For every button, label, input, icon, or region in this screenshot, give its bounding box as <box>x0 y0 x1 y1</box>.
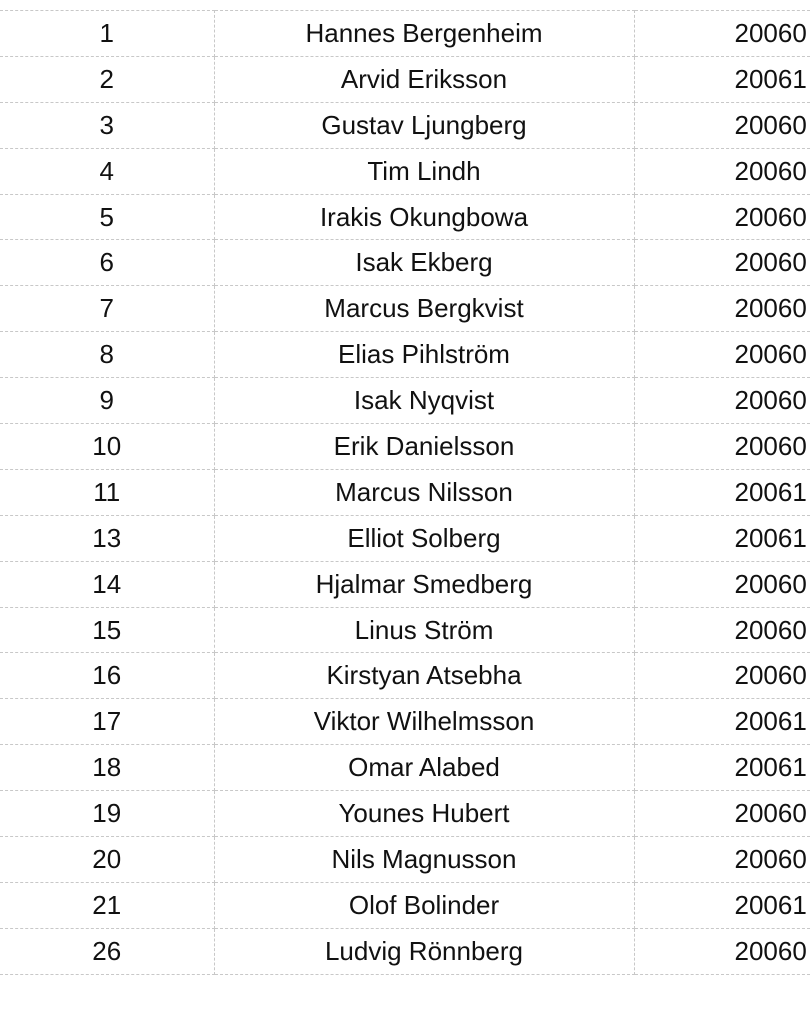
name-cell: Irakis Okungbowa <box>214 194 635 241</box>
table-row: 26 Ludvig Rönnberg 20060 <box>0 928 810 975</box>
date-cell: 20060 <box>634 607 810 654</box>
table-row: 9 Isak Nyqvist 20060 <box>0 377 810 425</box>
table-row: 10 Erik Danielsson 20060 <box>0 423 810 470</box>
number-cell: 10 <box>0 423 215 470</box>
date-cell: 20060 <box>634 561 810 608</box>
table-row: 2 Arvid Eriksson 20061 <box>0 56 810 103</box>
name-cell: Elliot Solberg <box>214 515 635 562</box>
date-cell: 20060 <box>634 194 810 241</box>
number-cell: 17 <box>0 698 215 746</box>
date-cell: 20061 <box>634 882 810 929</box>
table-row: 4 Tim Lindh 20060 <box>0 148 810 195</box>
name-cell: Marcus Nilsson <box>214 469 635 516</box>
number-cell: 5 <box>0 194 215 241</box>
number-cell: 13 <box>0 515 215 562</box>
name-cell: Linus Ström <box>214 607 635 654</box>
date-cell: 20060 <box>634 652 810 700</box>
number-cell: 2 <box>0 56 215 103</box>
name-cell: Gustav Ljungberg <box>214 102 635 149</box>
date-cell: 20060 <box>634 377 810 425</box>
date-cell: 20061 <box>634 744 810 792</box>
date-cell: 20060 <box>634 10 810 57</box>
name-cell: Viktor Wilhelmsson <box>214 698 635 746</box>
number-cell: 21 <box>0 882 215 929</box>
name-cell: Marcus Bergkvist <box>214 285 635 333</box>
table-row: 19 Younes Hubert 20060 <box>0 790 810 838</box>
number-cell: 20 <box>0 836 215 883</box>
table-row: 15 Linus Ström 20060 <box>0 607 810 654</box>
date-cell: 20060 <box>634 148 810 195</box>
number-cell: 8 <box>0 331 215 379</box>
number-cell: 7 <box>0 285 215 333</box>
date-cell: 20060 <box>634 331 810 379</box>
date-cell: 20061 <box>634 515 810 562</box>
roster-table: 1 Hannes Bergenheim 20060 2 Arvid Eriksson 20… <box>0 10 810 975</box>
number-cell: 26 <box>0 928 215 975</box>
table-row: 18 Omar Alabed 20061 <box>0 744 810 792</box>
name-cell: Elias Pihlström <box>214 331 635 379</box>
number-cell: 9 <box>0 377 215 425</box>
number-cell: 14 <box>0 561 215 608</box>
table-row: 17 Viktor Wilhelmsson 20061 <box>0 698 810 746</box>
table-row: 13 Elliot Solberg 20061 <box>0 515 810 562</box>
number-cell: 11 <box>0 469 215 516</box>
name-cell: Isak Ekberg <box>214 239 635 287</box>
table-row: 21 Olof Bolinder 20061 <box>0 882 810 929</box>
table-row: 8 Elias Pihlström 20060 <box>0 331 810 379</box>
date-cell: 20060 <box>634 102 810 149</box>
table-row: 11 Marcus Nilsson 20061 <box>0 469 810 516</box>
name-cell: Omar Alabed <box>214 744 635 792</box>
name-cell: Olof Bolinder <box>214 882 635 929</box>
table-row: 6 Isak Ekberg 20060 <box>0 239 810 287</box>
date-cell: 20061 <box>634 56 810 103</box>
table-row: 16 Kirstyan Atsebha 20060 <box>0 652 810 700</box>
number-cell: 18 <box>0 744 215 792</box>
table-row: 1 Hannes Bergenheim 20060 <box>0 10 810 57</box>
table-row: 14 Hjalmar Smedberg 20060 <box>0 561 810 608</box>
name-cell: Arvid Eriksson <box>214 56 635 103</box>
number-cell: 19 <box>0 790 215 838</box>
name-cell: Ludvig Rönnberg <box>214 928 635 975</box>
name-cell: Erik Danielsson <box>214 423 635 470</box>
table-row: 3 Gustav Ljungberg 20060 <box>0 102 810 149</box>
date-cell: 20060 <box>634 239 810 287</box>
date-cell: 20060 <box>634 790 810 838</box>
date-cell: 20061 <box>634 469 810 516</box>
name-cell: Kirstyan Atsebha <box>214 652 635 700</box>
name-cell: Nils Magnusson <box>214 836 635 883</box>
name-cell: Tim Lindh <box>214 148 635 195</box>
date-cell: 20060 <box>634 423 810 470</box>
name-cell: Hjalmar Smedberg <box>214 561 635 608</box>
date-cell: 20061 <box>634 698 810 746</box>
name-cell: Hannes Bergenheim <box>214 10 635 57</box>
table-row: 20 Nils Magnusson 20060 <box>0 836 810 883</box>
date-cell: 20060 <box>634 928 810 975</box>
number-cell: 3 <box>0 102 215 149</box>
number-cell: 15 <box>0 607 215 654</box>
table-row: 7 Marcus Bergkvist 20060 <box>0 285 810 333</box>
table-row: 5 Irakis Okungbowa 20060 <box>0 194 810 241</box>
number-cell: 4 <box>0 148 215 195</box>
number-cell: 6 <box>0 239 215 287</box>
name-cell: Younes Hubert <box>214 790 635 838</box>
name-cell: Isak Nyqvist <box>214 377 635 425</box>
number-cell: 1 <box>0 10 215 57</box>
date-cell: 20060 <box>634 836 810 883</box>
date-cell: 20060 <box>634 285 810 333</box>
number-cell: 16 <box>0 652 215 700</box>
